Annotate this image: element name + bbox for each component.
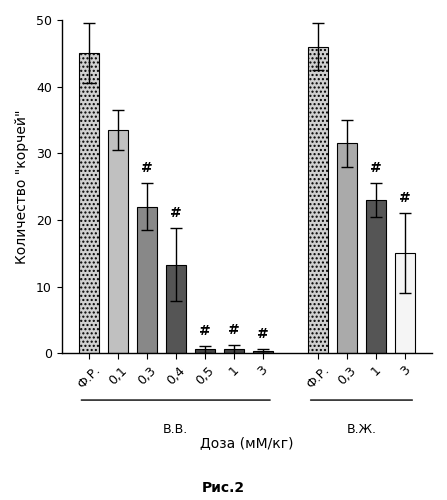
Bar	[253, 350, 273, 354]
Text: #: #	[141, 162, 152, 175]
Text: #: #	[228, 322, 240, 336]
Text: #: #	[370, 162, 382, 175]
Text: #: #	[170, 206, 181, 220]
Text: #: #	[257, 326, 269, 340]
Bar	[337, 144, 357, 354]
Bar	[79, 54, 99, 354]
Y-axis label: Количество "корчей": Количество "корчей"	[15, 110, 29, 264]
X-axis label: Доза (мМ/кг): Доза (мМ/кг)	[200, 436, 294, 450]
Bar	[136, 206, 157, 354]
Bar	[308, 46, 328, 354]
Bar	[366, 200, 386, 354]
Bar	[165, 264, 186, 354]
Text: Рис.2: Рис.2	[202, 481, 245, 495]
Bar	[108, 130, 128, 354]
Text: #: #	[399, 192, 411, 205]
Bar	[224, 350, 244, 354]
Bar	[395, 254, 415, 354]
Text: В.В.: В.В.	[163, 424, 188, 436]
Text: В.Ж.: В.Ж.	[346, 424, 376, 436]
Bar	[194, 350, 215, 354]
Text: #: #	[199, 324, 211, 338]
